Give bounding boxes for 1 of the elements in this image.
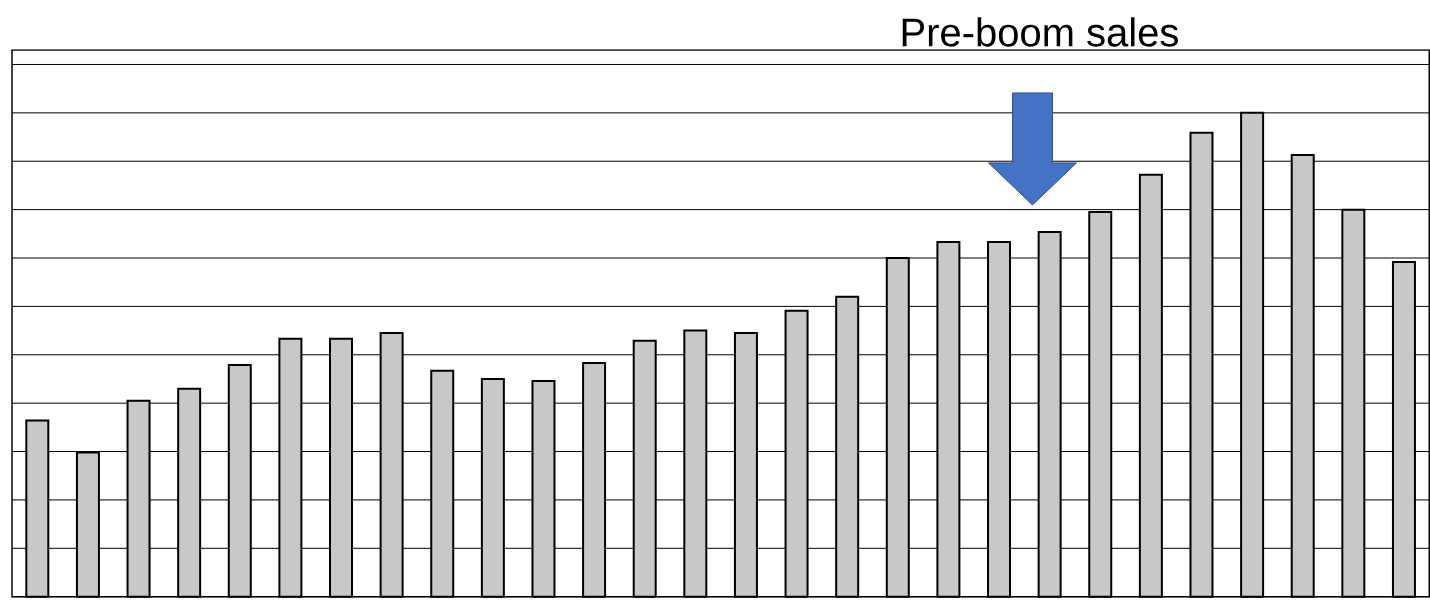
text: Pre-boom sales	[902, 17, 1178, 47]
